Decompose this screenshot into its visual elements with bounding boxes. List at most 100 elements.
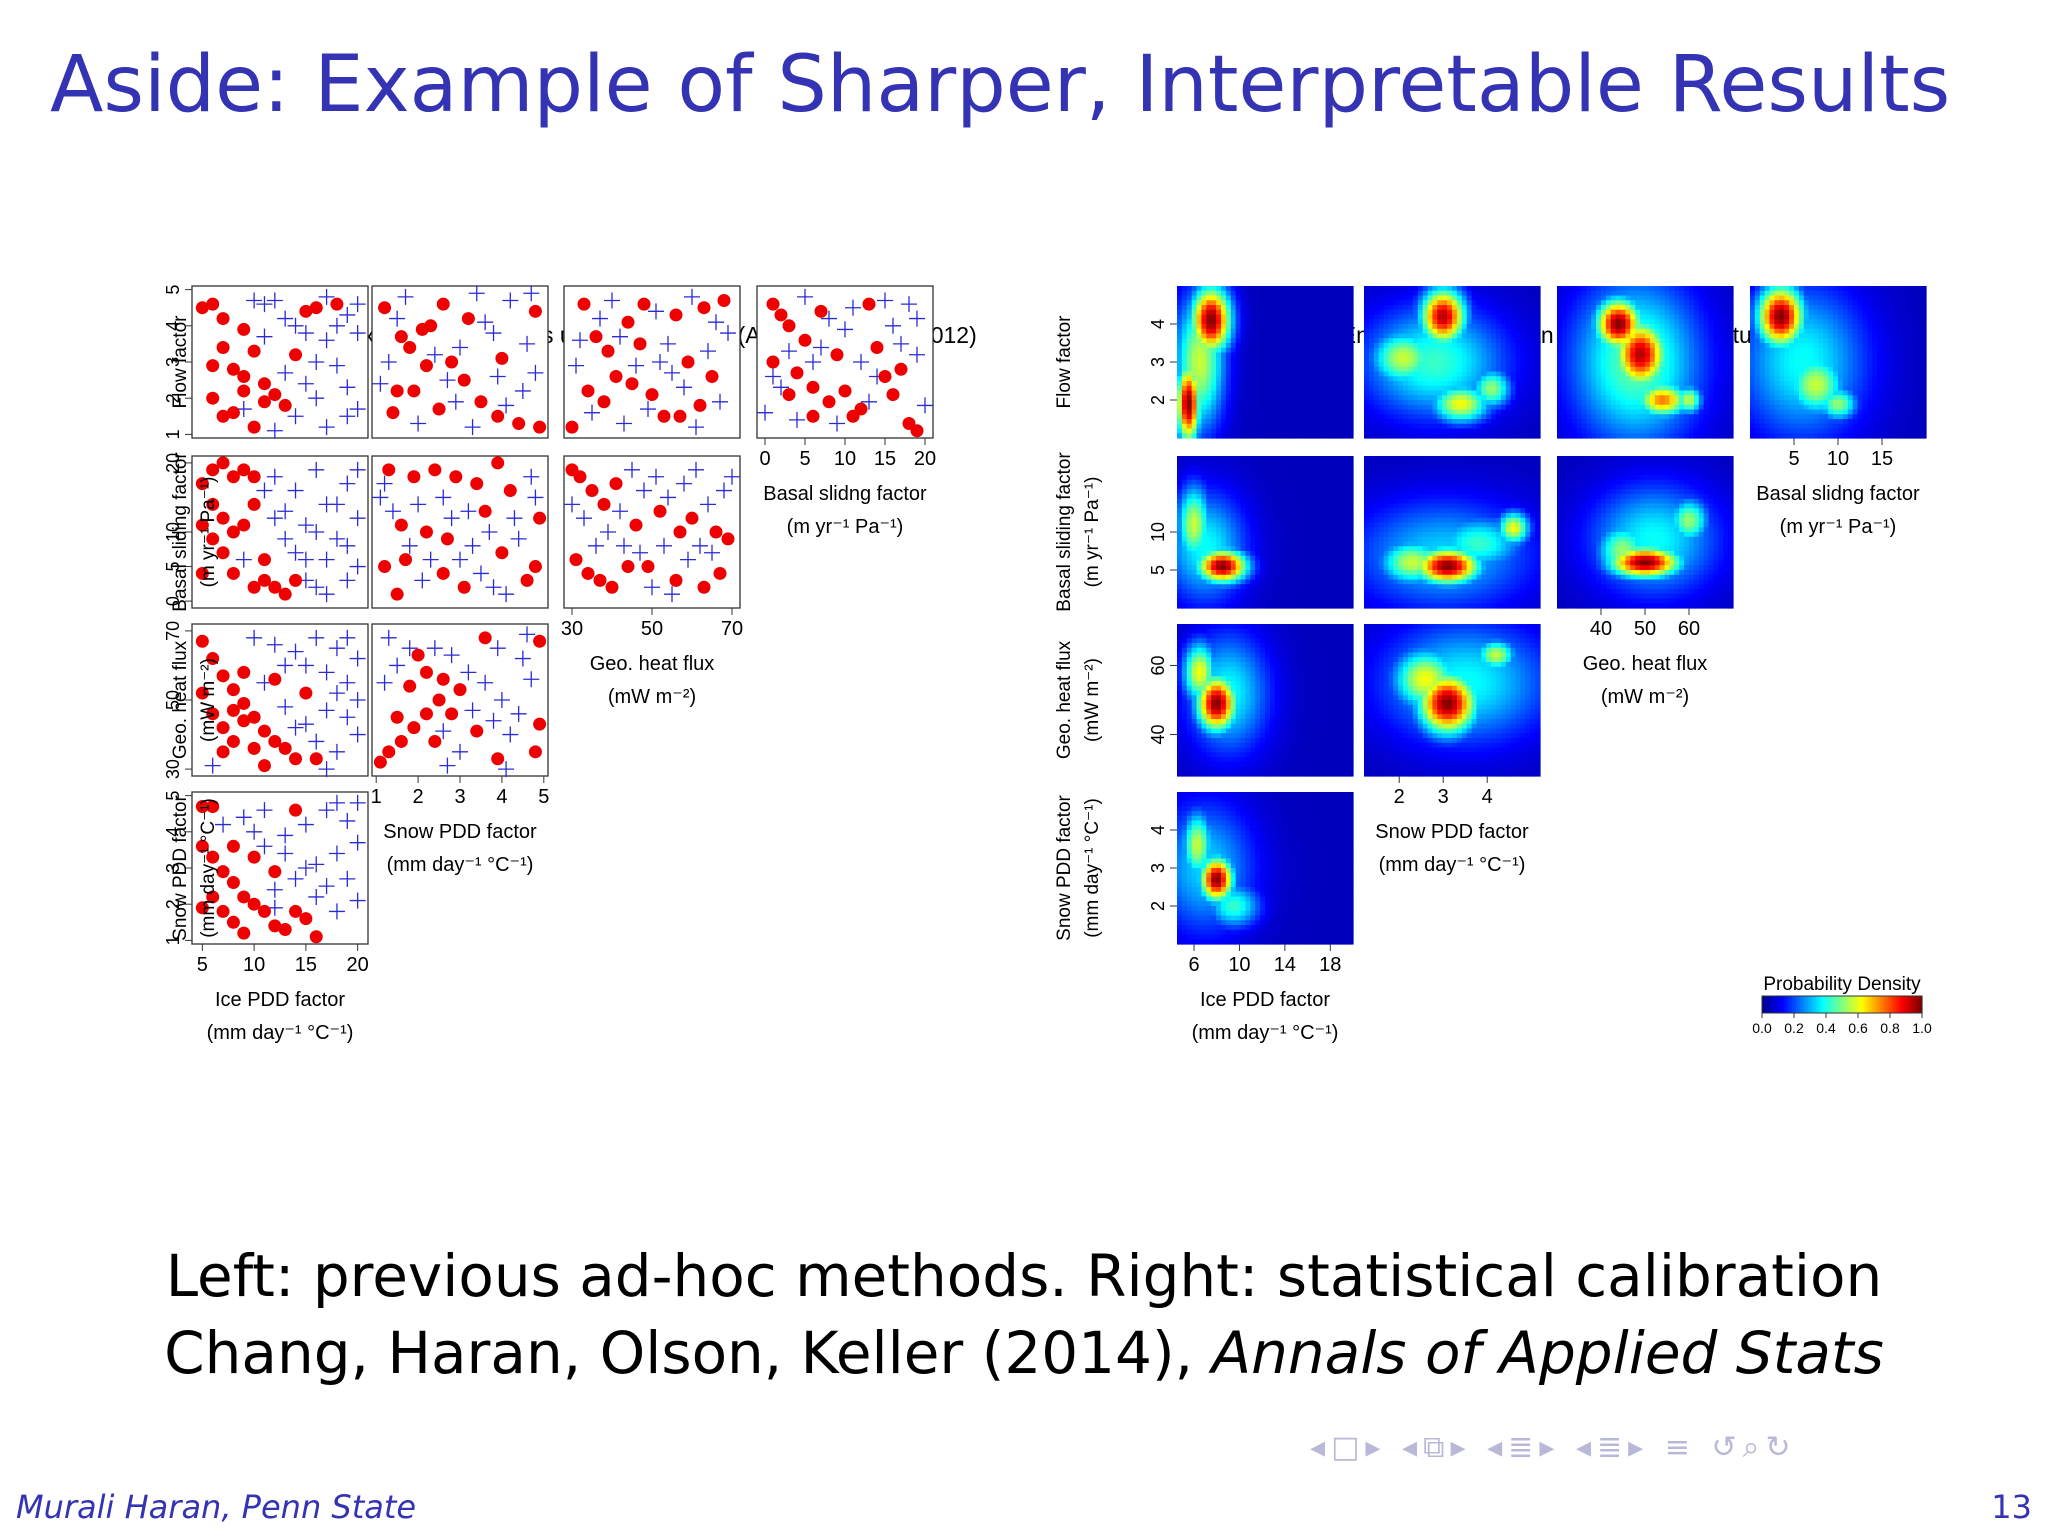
cross-point bbox=[349, 834, 366, 851]
dot-point bbox=[407, 384, 421, 398]
dot-point bbox=[206, 359, 220, 373]
dot-point bbox=[457, 373, 471, 387]
scatter-panel bbox=[191, 285, 369, 439]
cross-point bbox=[452, 339, 468, 356]
panel-a-x-tick: 15 bbox=[295, 954, 317, 976]
scatter-panel bbox=[371, 623, 549, 778]
dot-point bbox=[653, 504, 667, 518]
cross-point bbox=[460, 664, 477, 681]
panel-a-y-tick: 4 bbox=[163, 321, 183, 331]
dot-point bbox=[226, 734, 240, 748]
cross-point bbox=[664, 586, 680, 603]
dot-point bbox=[709, 525, 723, 539]
cross-point bbox=[464, 702, 481, 719]
cross-point bbox=[588, 537, 604, 554]
cross-point bbox=[401, 640, 418, 657]
panel-a-y-tick: 1 bbox=[163, 935, 183, 945]
cross-point bbox=[318, 332, 335, 349]
panel-a-y-tick: 30 bbox=[163, 759, 183, 779]
panel-b-y-tick: 4 bbox=[1148, 825, 1168, 835]
dot-point bbox=[629, 518, 643, 532]
menu-icon[interactable]: ≡ bbox=[1664, 1430, 1696, 1465]
align-icon[interactable]: ◂≣▸ bbox=[1575, 1430, 1650, 1465]
dot-point bbox=[428, 463, 442, 477]
panel-a-y-tick: 1 bbox=[163, 429, 183, 439]
cross-point bbox=[781, 343, 797, 360]
redo-icon[interactable]: ↻ bbox=[1765, 1430, 1797, 1465]
cross-point bbox=[328, 685, 345, 702]
cross-point bbox=[287, 719, 304, 736]
density-panel bbox=[1364, 624, 1541, 777]
dot-point bbox=[247, 344, 261, 358]
cross-point bbox=[584, 404, 600, 421]
footer-author: Murali Haran, Penn State bbox=[16, 1488, 417, 1526]
cross-point bbox=[506, 510, 523, 527]
dot-point bbox=[268, 734, 282, 748]
cross-point bbox=[813, 339, 829, 356]
panel-b-x-tick: 10 bbox=[1827, 448, 1849, 470]
dot-point bbox=[216, 721, 230, 735]
dot-point bbox=[268, 919, 282, 933]
density-panel bbox=[1177, 286, 1354, 439]
dot-point bbox=[528, 304, 542, 318]
frame-icon[interactable]: □ bbox=[1331, 1430, 1366, 1465]
cross-point bbox=[308, 888, 325, 905]
cross-point bbox=[235, 809, 252, 826]
cross-point bbox=[523, 671, 540, 688]
dot-point bbox=[721, 532, 735, 546]
cross-point bbox=[339, 379, 356, 396]
cross-point bbox=[297, 816, 314, 833]
dot-point bbox=[581, 384, 595, 398]
subsection-icon[interactable]: ◂⧉▸ bbox=[1402, 1430, 1472, 1465]
cross-point bbox=[708, 314, 724, 331]
dot-point bbox=[289, 904, 303, 918]
panel-a-y-tick: 0 bbox=[163, 596, 183, 606]
cross-point bbox=[266, 881, 283, 898]
row-axis-label: Geo. heat flux (mW m⁻²) bbox=[1054, 640, 1103, 759]
caption: Left: previous ad-hoc methods. Right: st… bbox=[0, 1238, 2048, 1392]
dot-point bbox=[697, 301, 711, 315]
dot-point bbox=[461, 312, 475, 326]
cross-point bbox=[600, 524, 616, 540]
dot-point bbox=[257, 573, 271, 587]
cross-point bbox=[349, 650, 366, 667]
cross-point bbox=[640, 401, 656, 418]
col-axis-label: Snow PDD factor bbox=[383, 821, 537, 843]
panel-b-y-tick: 4 bbox=[1148, 319, 1168, 329]
dot-point bbox=[621, 315, 635, 329]
beamer-navigation[interactable]: ◂□▸ ◂⧉▸ ◂≣▸ ◂≣▸ ≡ ↺⌕↻ bbox=[1310, 1430, 1797, 1465]
cross-point bbox=[339, 572, 356, 589]
arrow-right-icon[interactable]: ▸ bbox=[1365, 1430, 1387, 1465]
cross-point bbox=[680, 551, 696, 568]
panel-a-x-tick: 50 bbox=[641, 618, 663, 640]
arrow-left-icon[interactable]: ◂ bbox=[1310, 1430, 1332, 1465]
row-axis-label: Snow PDD factor (mm day⁻¹ °C⁻¹) bbox=[1054, 794, 1103, 940]
cross-point bbox=[297, 657, 314, 674]
section-icon[interactable]: ◂≣▸ bbox=[1487, 1430, 1561, 1465]
col-axis-unit: (mW m⁻²) bbox=[608, 686, 696, 708]
cross-point bbox=[439, 757, 456, 774]
dot-point bbox=[669, 308, 683, 322]
cross-point bbox=[308, 390, 325, 407]
cross-point bbox=[277, 310, 294, 327]
row-axis-label: Basal sliding factor (m yr⁻¹ Pa⁻¹) bbox=[170, 452, 219, 612]
dot-point bbox=[206, 297, 220, 311]
cross-point bbox=[576, 510, 592, 527]
dot-point bbox=[625, 377, 639, 391]
cross-point bbox=[308, 856, 325, 873]
cross-point bbox=[773, 379, 789, 396]
panel-a-x-tick: 10 bbox=[243, 954, 265, 976]
dot-point bbox=[495, 546, 509, 560]
dot-point bbox=[657, 409, 671, 423]
undo-icon[interactable]: ↺ bbox=[1711, 1430, 1743, 1465]
cross-point bbox=[704, 544, 720, 561]
density-panel bbox=[1177, 456, 1354, 609]
dot-point bbox=[782, 319, 796, 333]
search-icon[interactable]: ⌕ bbox=[1742, 1430, 1766, 1465]
dot-point bbox=[237, 890, 251, 904]
cross-point bbox=[481, 524, 498, 540]
dot-point bbox=[226, 683, 240, 697]
cross-point bbox=[485, 712, 502, 729]
dot-point bbox=[216, 745, 230, 759]
